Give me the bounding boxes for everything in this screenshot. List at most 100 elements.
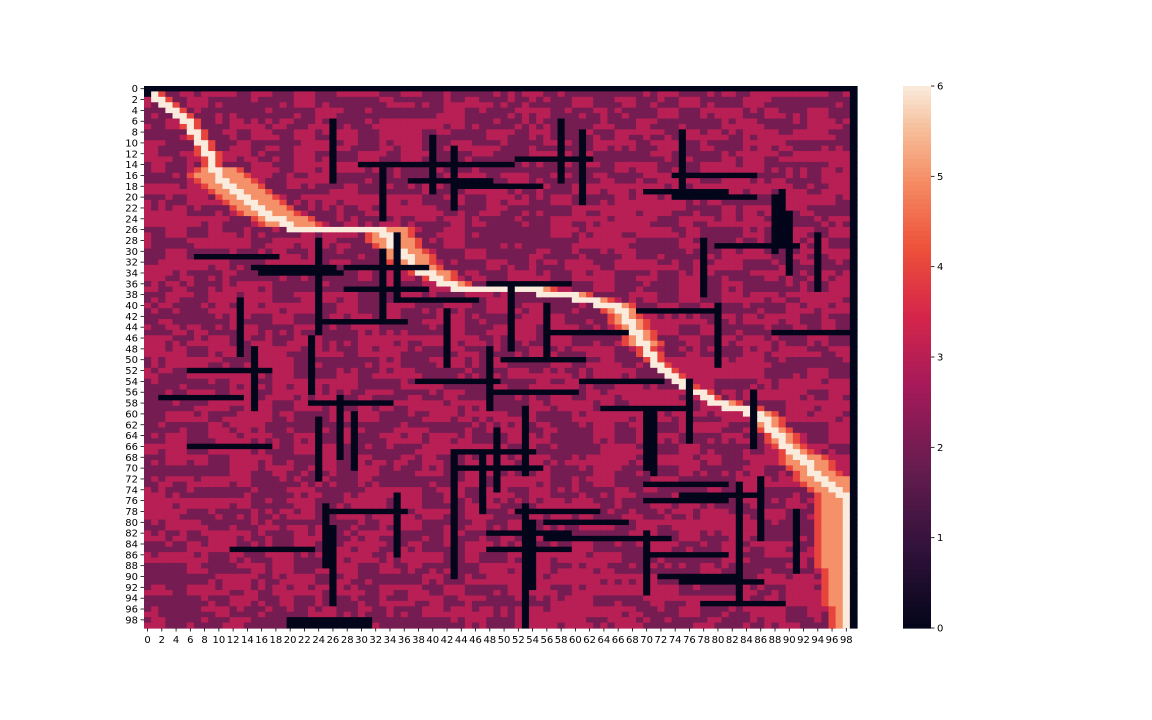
heatmap-cell — [471, 313, 480, 320]
heatmap-cell — [835, 226, 844, 233]
heatmap-cell — [771, 129, 780, 136]
heatmap-cell — [265, 107, 273, 114]
heatmap-cell — [521, 237, 530, 244]
heatmap-cell — [464, 221, 473, 228]
heatmap-cell — [792, 123, 801, 130]
heatmap-cell — [500, 216, 509, 223]
heatmap-cell — [179, 237, 188, 244]
heatmap-cell — [272, 205, 281, 212]
heatmap-cell — [357, 199, 366, 206]
heatmap-cell — [493, 291, 502, 298]
heatmap-cell — [414, 156, 423, 163]
heatmap-cell — [343, 118, 352, 125]
heatmap-cell — [208, 319, 216, 326]
heatmap-cell — [336, 297, 345, 304]
heatmap-cell — [821, 118, 830, 125]
heatmap-cell — [479, 221, 487, 228]
heatmap-cell — [201, 248, 209, 255]
heatmap-cell — [742, 107, 751, 114]
heatmap-cell — [807, 248, 815, 255]
heatmap-cell — [386, 91, 395, 98]
heatmap-cell — [258, 237, 266, 244]
heatmap-cell — [429, 340, 437, 347]
heatmap-cell — [742, 194, 751, 201]
heatmap-cell — [807, 140, 815, 147]
heatmap-cell — [593, 151, 601, 158]
heatmap-cell — [186, 232, 195, 239]
heatmap-cell — [343, 308, 352, 315]
heatmap-cell — [821, 178, 830, 185]
heatmap-cell — [201, 275, 209, 282]
heatmap-cell — [236, 281, 245, 288]
heatmap-cell — [778, 178, 787, 185]
heatmap-cell — [842, 297, 851, 304]
heatmap-cell — [835, 264, 844, 271]
heatmap-cell — [457, 329, 466, 336]
heatmap-cell — [643, 232, 651, 239]
heatmap-cell — [179, 302, 188, 309]
heatmap-cell — [628, 319, 637, 326]
heatmap-cell — [279, 243, 288, 250]
heatmap-cell — [144, 86, 152, 93]
heatmap-cell — [685, 270, 694, 277]
heatmap-cell — [835, 161, 844, 168]
heatmap-cell — [500, 237, 509, 244]
heatmap-cell — [792, 199, 801, 206]
heatmap-cell — [151, 134, 159, 141]
heatmap-cell — [664, 264, 673, 271]
heatmap-cell — [550, 281, 559, 288]
heatmap-cell — [650, 248, 658, 255]
heatmap-cell — [685, 346, 694, 353]
heatmap-cell — [201, 216, 209, 223]
heatmap-cell — [757, 335, 765, 342]
heatmap-cell — [236, 286, 245, 293]
heatmap-cell — [593, 308, 601, 315]
heatmap-cell — [664, 221, 673, 228]
heatmap-cell — [315, 291, 323, 298]
heatmap-cell — [215, 210, 224, 217]
heatmap-cell — [158, 335, 166, 342]
heatmap-cell — [650, 194, 658, 201]
heatmap-cell — [250, 221, 259, 228]
heatmap-cell — [193, 210, 202, 217]
heatmap-cell — [685, 351, 694, 358]
heatmap-cell — [550, 194, 559, 201]
heatmap-cell — [792, 275, 801, 282]
heatmap-cell — [707, 188, 715, 195]
heatmap-cell — [436, 254, 445, 261]
heatmap-cell — [393, 134, 402, 141]
heatmap-cell — [571, 172, 580, 179]
heatmap-cell — [849, 259, 858, 266]
heatmap-cell — [329, 107, 338, 114]
heatmap-cell — [229, 194, 238, 201]
heatmap-cell — [236, 118, 245, 125]
heatmap-cell — [300, 156, 309, 163]
heatmap-cell — [557, 205, 566, 212]
heatmap-cell — [664, 86, 673, 93]
heatmap-cell — [393, 226, 402, 233]
heatmap-cell — [643, 313, 651, 320]
heatmap-cell — [436, 183, 445, 190]
heatmap-cell — [807, 281, 815, 288]
heatmap-cell — [685, 140, 694, 147]
heatmap-cell — [650, 151, 658, 158]
heatmap-cell — [350, 129, 359, 136]
heatmap-cell — [536, 107, 544, 114]
heatmap-cell — [514, 188, 523, 195]
heatmap-cell — [151, 275, 159, 282]
heatmap-cell — [507, 151, 516, 158]
heatmap-cell — [814, 107, 822, 114]
heatmap-cell — [215, 102, 224, 109]
heatmap-cell — [593, 291, 601, 298]
heatmap-cell — [464, 259, 473, 266]
heatmap-cell — [650, 286, 658, 293]
heatmap-cell — [464, 113, 473, 120]
heatmap-cell — [593, 221, 601, 228]
heatmap-cell — [343, 161, 352, 168]
heatmap-cell — [486, 216, 494, 223]
heatmap-cell — [215, 156, 224, 163]
heatmap-cell — [657, 151, 666, 158]
heatmap-cell — [400, 188, 409, 195]
heatmap-cell — [486, 140, 494, 147]
heatmap-cell — [450, 302, 459, 309]
